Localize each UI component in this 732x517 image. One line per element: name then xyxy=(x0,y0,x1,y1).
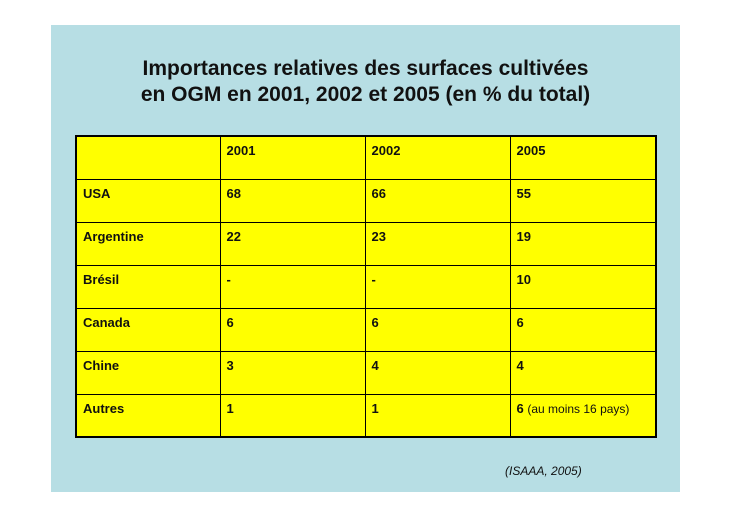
value-cell-2001: 1 xyxy=(219,393,366,438)
value-cell-2001: 6 xyxy=(219,307,366,352)
value-cell-2002: 66 xyxy=(364,178,511,223)
header-cell: 2001 xyxy=(219,135,366,180)
table-row: USA 68 66 55 xyxy=(75,178,657,223)
value-cell-2005: 55 xyxy=(509,178,657,223)
value-cell-2002: 1 xyxy=(364,393,511,438)
value-cell-2001: 3 xyxy=(219,350,366,395)
value-cell-2001: 68 xyxy=(219,178,366,223)
value-cell-2001: 22 xyxy=(219,221,366,266)
country-cell: Canada xyxy=(75,307,221,352)
value-cell-2001: - xyxy=(219,264,366,309)
header-cell: 2005 xyxy=(509,135,657,180)
value-note: (au moins 16 pays) xyxy=(527,401,630,416)
header-cell xyxy=(75,135,221,180)
table-row: Canada 6 6 6 xyxy=(75,307,657,352)
table-row: Argentine 22 23 19 xyxy=(75,221,657,266)
country-cell: Autres xyxy=(75,393,221,438)
data-table: 2001 2002 2005 USA 68 66 55 Argentine 22… xyxy=(75,135,657,438)
value-cell-2005: 6 xyxy=(509,307,657,352)
value-cell-2002: 6 xyxy=(364,307,511,352)
header-cell: 2002 xyxy=(364,135,511,180)
value-cell-2002: 23 xyxy=(364,221,511,266)
title-line-2: en OGM en 2001, 2002 et 2005 (en % du to… xyxy=(140,83,591,106)
table-header-row: 2001 2002 2005 xyxy=(75,135,657,180)
value-cell-2002: 4 xyxy=(364,350,511,395)
value-cell-2005: 4 xyxy=(509,350,657,395)
source-citation: (ISAAA, 2005) xyxy=(505,464,582,478)
value-cell-2005: 10 xyxy=(509,264,657,309)
slide-title: Importances relatives des surfaces culti… xyxy=(51,56,680,108)
country-cell: Brésil xyxy=(75,264,221,309)
country-cell: Argentine xyxy=(75,221,221,266)
country-cell: Chine xyxy=(75,350,221,395)
slide: Importances relatives des surfaces culti… xyxy=(51,25,680,492)
title-line-1: Importances relatives des surfaces culti… xyxy=(142,57,589,80)
value-cell-2005: 6 (au moins 16 pays) xyxy=(509,393,657,438)
table-row: Chine 3 4 4 xyxy=(75,350,657,395)
value-cell-2005: 19 xyxy=(509,221,657,266)
value-2005: 6 xyxy=(516,400,524,416)
table-row: Brésil - - 10 xyxy=(75,264,657,309)
table-row: Autres 1 1 6 (au moins 16 pays) xyxy=(75,393,657,438)
country-cell: USA xyxy=(75,178,221,223)
value-cell-2002: - xyxy=(364,264,511,309)
